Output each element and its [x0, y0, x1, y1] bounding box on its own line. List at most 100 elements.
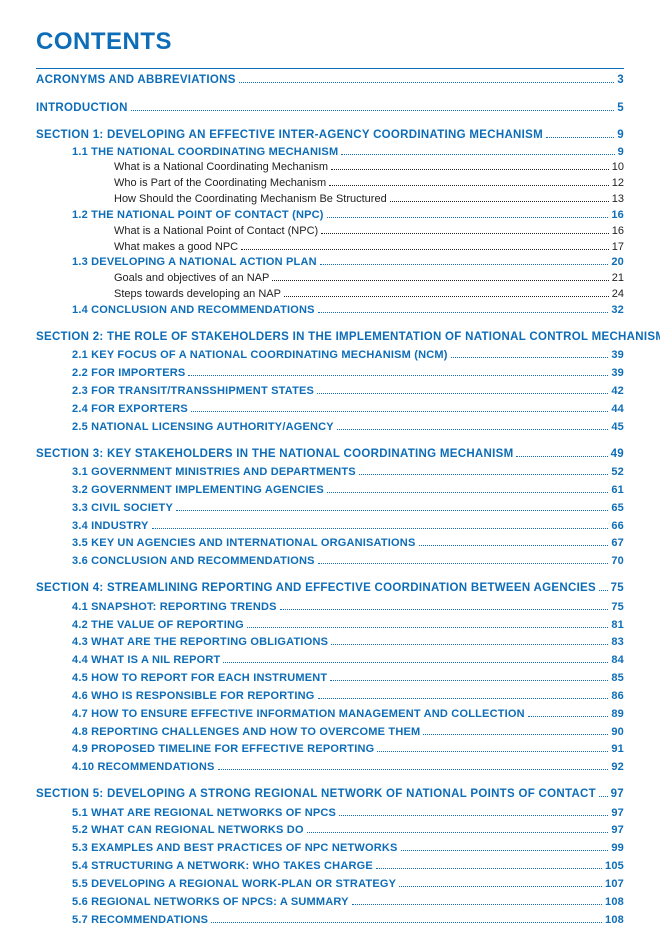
toc-entry: How Should the Coordinating Mechanism Be… [36, 192, 624, 207]
toc-entry: 4.10 RECOMMENDATIONS 92 [36, 760, 624, 775]
toc-label: 5.1 WHAT ARE REGIONAL NETWORKS OF NPCS [72, 806, 336, 821]
leader-dots [352, 897, 602, 905]
leader-dots [318, 557, 609, 565]
toc-page: 12 [612, 176, 624, 191]
toc-entry: Goals and objectives of an NAP21 [36, 271, 624, 286]
toc-page: 16 [611, 208, 624, 223]
toc-label: SECTION 3: KEY STAKEHOLDERS IN THE NATIO… [36, 447, 513, 463]
toc-page: 107 [605, 877, 624, 892]
toc-page: 39 [611, 366, 624, 381]
toc-label: 1.1 THE NATIONAL COORDINATING MECHANISM [72, 145, 338, 160]
leader-dots [419, 539, 609, 547]
toc-label: 3.2 GOVERNMENT IMPLEMENTING AGENCIES [72, 483, 324, 498]
toc-label: 4.6 WHO IS RESPONSIBLE FOR REPORTING [72, 689, 315, 704]
toc-page: 9 [618, 145, 624, 160]
leader-dots [284, 289, 609, 297]
leader-dots [401, 844, 609, 852]
toc-page: 17 [612, 240, 624, 255]
leader-dots [211, 915, 602, 923]
toc-label: 4.10 RECOMMENDATIONS [72, 760, 215, 775]
toc-entry: 4.4 WHAT IS A NIL REPORT84 [36, 653, 624, 668]
toc-entry: What is a National Point of Contact (NPC… [36, 224, 624, 239]
toc-label: 4.4 WHAT IS A NIL REPORT [72, 653, 220, 668]
toc-page: 24 [612, 287, 624, 302]
toc-entry: 3.5 KEY UN AGENCIES AND INTERNATIONAL OR… [36, 536, 624, 551]
toc-entry: 5.4 STRUCTURING A NETWORK: WHO TAKES CHA… [36, 859, 624, 874]
toc-entry: 3.4 INDUSTRY66 [36, 519, 624, 534]
toc-entry: SECTION 5: DEVELOPING A STRONG REGIONAL … [36, 787, 624, 803]
toc-label: 1.2 THE NATIONAL POINT OF CONTACT (NPC) [72, 208, 324, 223]
toc-page: 44 [611, 402, 624, 417]
leader-dots [337, 422, 609, 430]
toc-page: 85 [611, 671, 624, 686]
leader-dots [599, 789, 608, 797]
toc-entry: 3.3 CIVIL SOCIETY 65 [36, 501, 624, 516]
leader-dots [376, 861, 602, 869]
leader-dots [223, 656, 608, 664]
toc-label: 1.4 CONCLUSION AND RECOMMENDATIONS [72, 303, 315, 318]
toc-label: Steps towards developing an NAP [114, 287, 281, 302]
leader-dots [599, 583, 608, 591]
toc-label: SECTION 4: STREAMLINING REPORTING AND EF… [36, 581, 596, 597]
toc-label: 5.3 EXAMPLES AND BEST PRACTICES OF NPC N… [72, 841, 398, 856]
leader-dots [152, 521, 609, 529]
toc-entry: 5.1 WHAT ARE REGIONAL NETWORKS OF NPCS97 [36, 806, 624, 821]
leader-dots [247, 620, 609, 628]
leader-dots [331, 163, 609, 171]
toc-entry: INTRODUCTION5 [36, 101, 624, 117]
leader-dots [330, 673, 608, 681]
toc-entry: 4.3 WHAT ARE THE REPORTING OBLIGATIONS 83 [36, 635, 624, 650]
leader-dots [307, 826, 609, 834]
toc-entry: 3.1 GOVERNMENT MINISTRIES AND DEPARTMENT… [36, 465, 624, 480]
toc-page: 39 [611, 348, 624, 363]
toc-entry: 4.1 SNAPSHOT: REPORTING TRENDS75 [36, 600, 624, 615]
leader-dots [327, 485, 608, 493]
toc-entry: SECTION 3: KEY STAKEHOLDERS IN THE NATIO… [36, 447, 624, 463]
toc-entry: 2.5 NATIONAL LICENSING AUTHORITY/AGENCY4… [36, 420, 624, 435]
toc-page: 9 [617, 128, 624, 144]
toc-label: 4.9 PROPOSED TIMELINE FOR EFFECTIVE REPO… [72, 742, 374, 757]
toc-label: 4.8 REPORTING CHALLENGES AND HOW TO OVER… [72, 725, 420, 740]
toc-label: 2.5 NATIONAL LICENSING AUTHORITY/AGENCY [72, 420, 334, 435]
toc-entry: 4.6 WHO IS RESPONSIBLE FOR REPORTING86 [36, 689, 624, 704]
toc-label: 3.3 CIVIL SOCIETY [72, 501, 173, 516]
toc-label: 5.7 RECOMMENDATIONS [72, 913, 208, 928]
toc-label: 2.3 FOR TRANSIT/TRANSSHIPMENT STATES [72, 384, 314, 399]
toc-label: 2.4 FOR EXPORTERS [72, 402, 188, 417]
toc-entry: What makes a good NPC17 [36, 240, 624, 255]
toc-label: 4.1 SNAPSHOT: REPORTING TRENDS [72, 600, 277, 615]
leader-dots [188, 369, 608, 377]
toc-page: 65 [611, 501, 624, 516]
leader-dots [320, 258, 609, 266]
toc-label: SECTION 2: THE ROLE OF STAKEHOLDERS IN T… [36, 330, 660, 346]
toc-entry: SECTION 1: DEVELOPING AN EFFECTIVE INTER… [36, 128, 624, 144]
toc-page: 32 [611, 303, 624, 318]
toc-entry: 2.2 FOR IMPORTERS 39 [36, 366, 624, 381]
toc-entry: 4.5 HOW TO REPORT FOR EACH INSTRUMENT 85 [36, 671, 624, 686]
toc-page: 83 [611, 635, 624, 650]
toc-label: 5.6 REGIONAL NETWORKS OF NPCS: A SUMMARY [72, 895, 349, 910]
toc-page: 67 [611, 536, 624, 551]
toc-label: SECTION 5: DEVELOPING A STRONG REGIONAL … [36, 787, 596, 803]
toc-label: 4.3 WHAT ARE THE REPORTING OBLIGATIONS [72, 635, 328, 650]
toc-page: 99 [611, 841, 624, 856]
toc-page: 92 [611, 760, 624, 775]
toc-label: 3.1 GOVERNMENT MINISTRIES AND DEPARTMENT… [72, 465, 356, 480]
leader-dots [272, 274, 608, 282]
toc-entry: 4.9 PROPOSED TIMELINE FOR EFFECTIVE REPO… [36, 742, 624, 757]
toc-page: 90 [611, 725, 624, 740]
toc-entry: Who is Part of the Coordinating Mechanis… [36, 176, 624, 191]
leader-dots [131, 102, 615, 110]
toc-entry: 1.2 THE NATIONAL POINT OF CONTACT (NPC) 1… [36, 208, 624, 223]
toc-entry: SECTION 2: THE ROLE OF STAKEHOLDERS IN T… [36, 330, 624, 346]
leader-dots [318, 691, 609, 699]
leader-dots [399, 879, 602, 887]
toc-label: 2.2 FOR IMPORTERS [72, 366, 185, 381]
leader-dots [191, 404, 608, 412]
toc-entry: 4.2 THE VALUE OF REPORTING81 [36, 618, 624, 633]
leader-dots [321, 226, 609, 234]
toc-label: 4.5 HOW TO REPORT FOR EACH INSTRUMENT [72, 671, 327, 686]
toc-label: How Should the Coordinating Mechanism Be… [114, 192, 387, 207]
toc-page: 70 [611, 554, 624, 569]
toc-label: 1.3 DEVELOPING A NATIONAL ACTION PLAN [72, 255, 317, 270]
